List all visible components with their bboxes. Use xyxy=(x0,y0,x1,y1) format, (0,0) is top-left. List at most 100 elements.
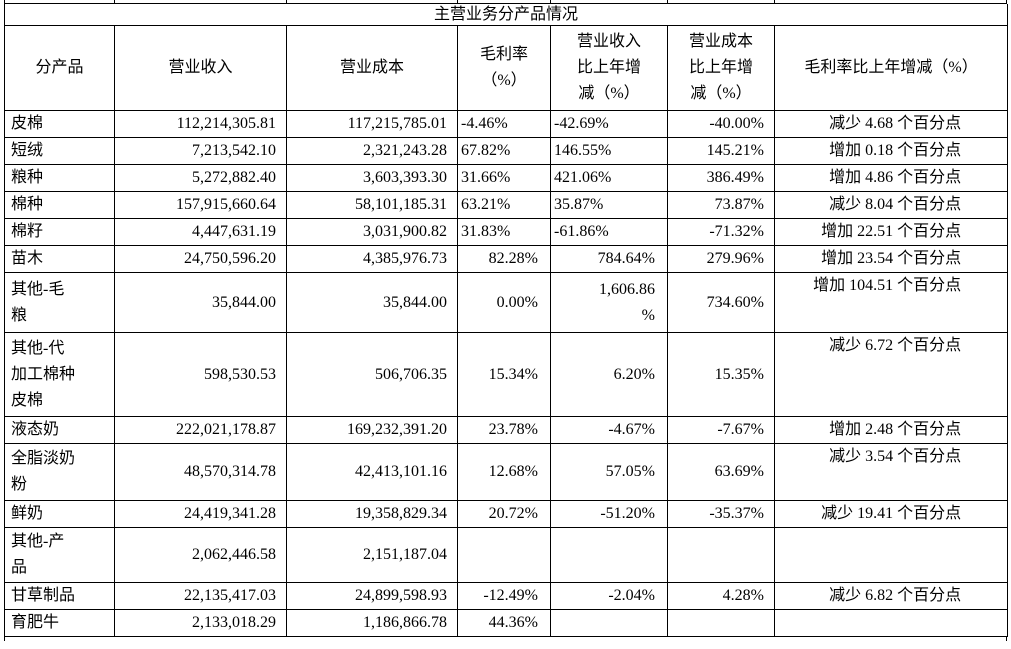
cell-cost: 2,321,243.28 xyxy=(286,137,458,165)
cell-cost: 2,151,187.04 xyxy=(286,527,458,583)
cell-product: 短绒 xyxy=(4,137,115,165)
cell-revenue_change: 784.64% xyxy=(550,245,668,273)
cell-cost: 1,186,866.78 xyxy=(286,609,458,637)
cell-revenue: 35,844.00 xyxy=(114,272,287,333)
cropped-table-row-above xyxy=(4,0,1007,4)
grid-line xyxy=(457,0,458,3)
table-title-row: 主营业务分产品情况 xyxy=(3,4,1009,26)
cell-cost_change: 63.69% xyxy=(667,443,775,501)
cell-product: 全脂淡奶 粉 xyxy=(4,443,115,501)
cell-product: 鲜奶 xyxy=(4,500,115,528)
cell-product: 液态奶 xyxy=(4,416,115,444)
cell-revenue: 112,214,305.81 xyxy=(114,110,287,138)
cropped-table-row-below xyxy=(4,637,1007,641)
cell-cost_change: -40.00% xyxy=(667,110,775,138)
cell-revenue: 2,133,018.29 xyxy=(114,609,287,637)
cell-cost: 24,899,598.93 xyxy=(286,582,458,610)
cell-margin_change: 增加 23.54 个百分点 xyxy=(773,245,1009,273)
cell-margin_change: 增加 4.86 个百分点 xyxy=(773,164,1009,192)
cell-cost_change: 386.49% xyxy=(667,164,775,192)
table-row: 液态奶 222,021,178.87 169,232,391.20 23.78% -4.… xyxy=(4,416,1009,444)
cell-product: 甘草制品 xyxy=(4,582,115,610)
header-margin: 毛利率 （%） xyxy=(457,25,551,111)
cell-margin_change: 增加 104.51 个百分点 xyxy=(773,272,1009,333)
cell-revenue_change: -2.04% xyxy=(550,582,668,610)
cell-product: 其他-毛 粮 xyxy=(4,272,115,333)
cell-margin: 63.21% xyxy=(457,191,551,219)
grid-line xyxy=(114,0,115,3)
table-row: 粮种 5,272,882.40 3,603,393.30 31.66% 421.06% 3… xyxy=(4,164,1009,192)
cell-margin: -4.46% xyxy=(457,110,551,138)
header-revenue_change: 营业收入 比上年增 减（%） xyxy=(550,25,668,111)
cell-revenue_change: 6.20% xyxy=(550,332,668,417)
cell-cost: 3,603,393.30 xyxy=(286,164,458,192)
table-row: 棉籽 4,447,631.19 3,031,900.82 31.83% -61.86% -… xyxy=(4,218,1009,246)
cell-margin_change: 减少 4.68 个百分点 xyxy=(773,110,1009,138)
table-row: 棉种 157,915,660.64 58,101,185.31 63.21% 35.87… xyxy=(4,191,1009,219)
cell-revenue_change: -42.69% xyxy=(550,110,668,138)
cell-margin: 20.72% xyxy=(457,500,551,528)
table-head: 主营业务分产品情况 分产品 营业收入 营业成本 毛利率 （%） 营业收入 比上年增 减（… xyxy=(3,4,1009,111)
table-row: 苗木 24,750,596.20 4,385,976.73 82.28% 784.64%… xyxy=(4,245,1009,273)
cell-margin_change xyxy=(773,527,1009,583)
table-row: 其他-代 加工棉种 皮棉 598,530.53 506,706.35 15.34% 6.… xyxy=(4,332,1009,417)
cell-cost: 4,385,976.73 xyxy=(286,245,458,273)
cell-product: 苗木 xyxy=(4,245,115,273)
cell-cost: 35,844.00 xyxy=(286,272,458,333)
cell-revenue_change: 35.87% xyxy=(550,191,668,219)
cell-margin_change: 减少 8.04 个百分点 xyxy=(773,191,1009,219)
cell-margin xyxy=(457,527,551,583)
cell-revenue: 222,021,178.87 xyxy=(114,416,287,444)
header-margin_change: 毛利率比上年增减（%） xyxy=(773,25,1009,111)
cell-cost: 506,706.35 xyxy=(286,332,458,417)
cell-revenue_change xyxy=(550,527,668,583)
cell-cost_change: 145.21% xyxy=(667,137,775,165)
cell-revenue_change: -51.20% xyxy=(550,500,668,528)
cell-margin_change: 增加 22.51 个百分点 xyxy=(773,218,1009,246)
table-row: 甘草制品 22,135,417.03 24,899,598.93 -12.49% -2.… xyxy=(4,582,1009,610)
table-row: 鲜奶 24,419,341.28 19,358,829.34 20.72% -51.20… xyxy=(4,500,1009,528)
cell-revenue: 24,419,341.28 xyxy=(114,500,287,528)
cell-margin_change xyxy=(773,609,1009,637)
cell-revenue: 22,135,417.03 xyxy=(114,582,287,610)
cell-margin: 31.83% xyxy=(457,218,551,246)
table-row: 短绒 7,213,542.10 2,321,243.28 67.82% 146.55% 1… xyxy=(4,137,1009,165)
cell-cost_change: -7.67% xyxy=(667,416,775,444)
cell-cost_change xyxy=(667,527,775,583)
cell-cost_change: 734.60% xyxy=(667,272,775,333)
cell-product: 棉种 xyxy=(4,191,115,219)
cell-margin: 0.00% xyxy=(457,272,551,333)
grid-line xyxy=(4,0,5,3)
cell-cost_change: 73.87% xyxy=(667,191,775,219)
cell-revenue_change xyxy=(550,609,668,637)
table-title: 主营业务分产品情况 xyxy=(3,4,1009,26)
cell-margin: 31.66% xyxy=(457,164,551,192)
cell-product: 其他-代 加工棉种 皮棉 xyxy=(4,332,115,417)
cell-revenue_change: -61.86% xyxy=(550,218,668,246)
cell-revenue: 5,272,882.40 xyxy=(114,164,287,192)
cell-revenue_change: 1,606.86 % xyxy=(550,272,668,333)
cell-margin_change: 减少 19.41 个百分点 xyxy=(773,500,1009,528)
cell-cost_change: 279.96% xyxy=(667,245,775,273)
cell-margin_change: 减少 6.72 个百分点 xyxy=(773,332,1009,417)
cell-margin: 12.68% xyxy=(457,443,551,501)
cell-revenue: 157,915,660.64 xyxy=(114,191,287,219)
cell-revenue_change: 146.55% xyxy=(550,137,668,165)
cell-cost_change: 4.28% xyxy=(667,582,775,610)
grid-line xyxy=(667,0,668,3)
table-row: 育肥牛 2,133,018.29 1,186,866.78 44.36% xyxy=(4,609,1009,637)
cell-margin_change: 增加 2.48 个百分点 xyxy=(773,416,1009,444)
cell-margin_change: 减少 6.82 个百分点 xyxy=(773,582,1009,610)
cell-cost_change: -71.32% xyxy=(667,218,775,246)
header-revenue: 营业收入 xyxy=(114,25,287,111)
table-row: 其他-毛 粮 35,844.00 35,844.00 0.00% 1,606.86 % 7… xyxy=(4,272,1009,333)
table-row: 其他-产 品 2,062,446.58 2,151,187.04 xyxy=(4,527,1009,583)
cell-revenue_change: 57.05% xyxy=(550,443,668,501)
header-cost: 营业成本 xyxy=(286,25,458,111)
table-row: 皮棉 112,214,305.81 117,215,785.01 -4.46% -42.… xyxy=(4,110,1009,138)
cell-product: 粮种 xyxy=(4,164,115,192)
cell-revenue: 2,062,446.58 xyxy=(114,527,287,583)
cell-cost_change: 15.35% xyxy=(667,332,775,417)
cell-margin: 44.36% xyxy=(457,609,551,637)
